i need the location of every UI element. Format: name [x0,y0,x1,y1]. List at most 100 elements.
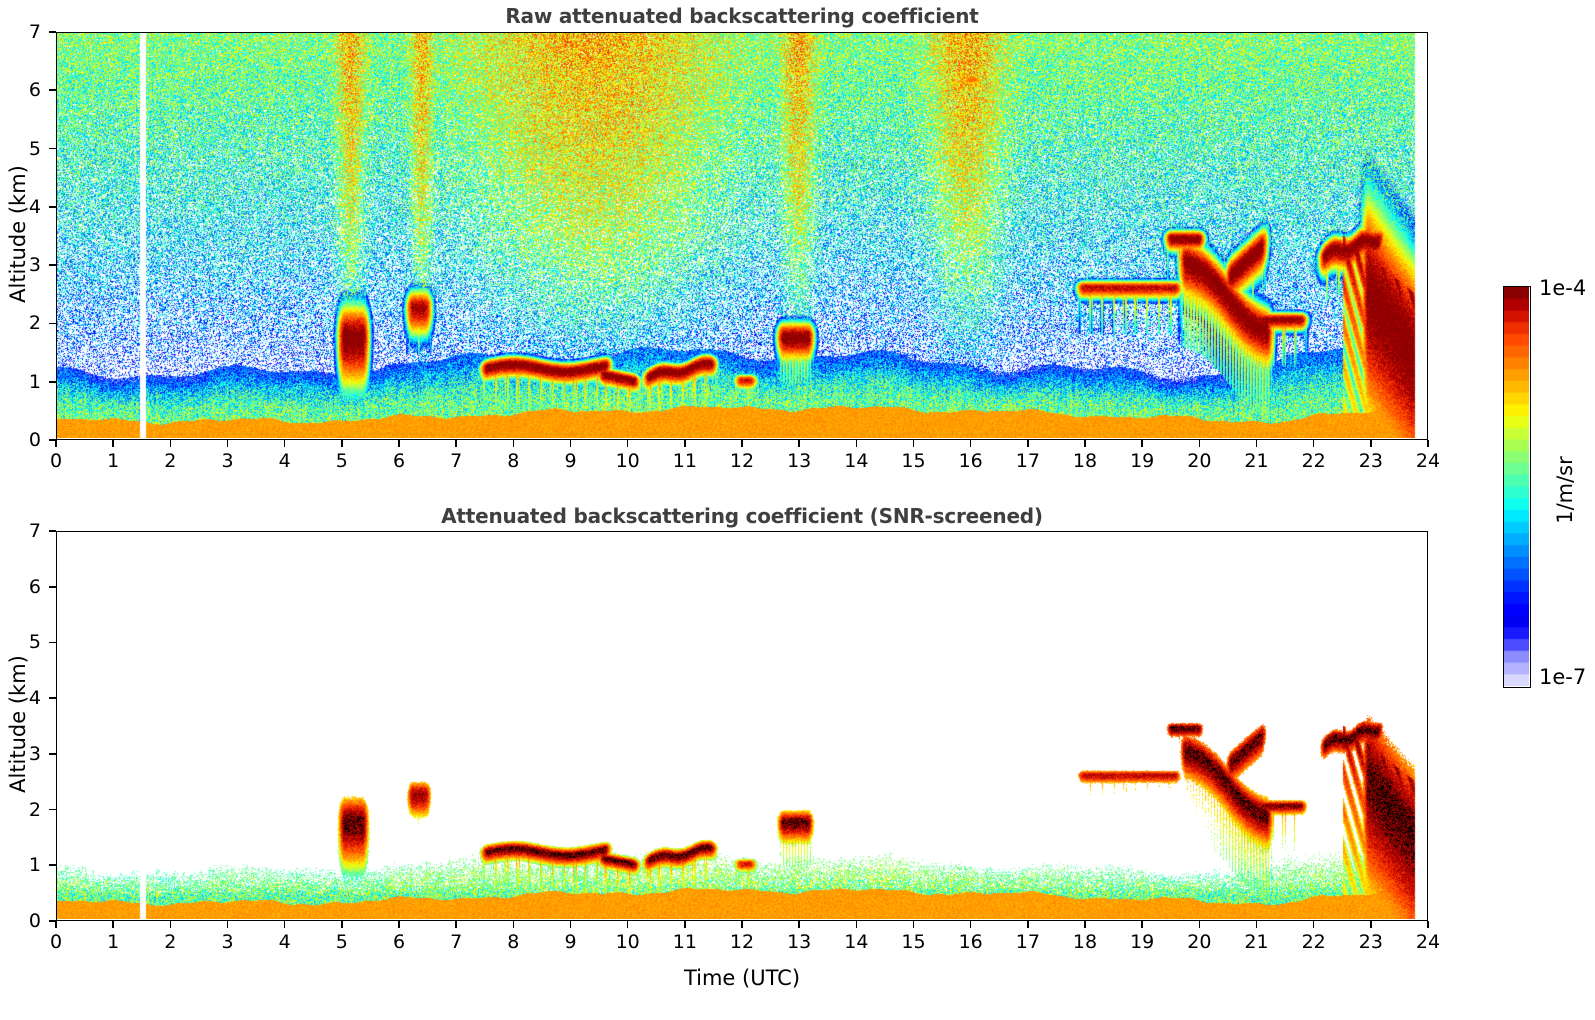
x-tick-label: 24 [1415,931,1441,953]
x-tick-label: 23 [1358,450,1383,472]
x-tick-label: 0 [49,931,63,953]
x-tick-label: 8 [507,450,520,472]
y-tick-label: 3 [28,254,41,277]
x-tick-label: 21 [1244,931,1269,953]
colorbar-min-label: 1e-7 [1539,665,1587,689]
x-tick-label: 15 [901,450,926,472]
panel-screened-title: Attenuated backscattering coefficient (S… [441,504,1043,528]
x-tick [112,921,114,928]
x-tick [226,921,229,928]
x-tick [455,921,457,928]
x-tick [912,921,915,928]
x-tick-label: 14 [844,931,869,953]
x-tick-label: 24 [1415,450,1441,472]
x-tick [1198,921,1201,928]
raw-heatmap-canvas [57,33,1426,438]
x-tick [684,921,686,928]
x-tick-label: 19 [1130,931,1155,953]
x-tick-label: 18 [1072,931,1098,953]
raw-ylabel: Altitude (km) [6,165,30,303]
x-tick [969,921,972,928]
x-tick-label: 2 [164,931,177,953]
x-tick-label: 6 [392,931,406,953]
y-tick [49,380,56,383]
x-tick [55,921,57,928]
screened-xlabel: Time (UTC) [683,966,801,990]
x-tick-label: 16 [958,931,983,953]
x-tick [912,440,915,447]
y-tick-label: 5 [28,137,41,160]
screened-plot-area [56,531,1428,921]
x-tick-label: 20 [1187,450,1212,472]
x-tick [226,440,229,447]
x-tick-label: 13 [787,450,812,472]
x-tick-label: 10 [615,450,640,472]
x-tick-label: 9 [564,931,577,953]
x-tick-label: 1 [107,450,120,472]
x-tick-label: 13 [787,931,812,953]
x-tick [969,440,972,447]
x-tick [626,921,629,928]
x-tick [1027,921,1029,928]
x-tick-label: 6 [392,450,406,472]
x-tick [1027,440,1029,447]
x-tick [398,440,400,447]
x-tick-label: 14 [844,450,869,472]
y-tick-label: 4 [28,687,41,710]
x-tick-label: 16 [958,450,983,472]
x-tick [55,440,57,447]
x-tick-label: 9 [564,450,577,472]
x-tick [1312,440,1315,447]
y-tick-label: 0 [28,910,41,932]
x-tick [1370,440,1372,447]
y-tick-label: 2 [28,798,41,821]
x-tick [1198,440,1201,447]
y-tick [49,439,56,441]
x-tick-label: 12 [729,450,755,472]
colorbar-unit-label: 1/m/sr [1553,456,1577,524]
x-tick [1427,921,1429,928]
x-tick [169,440,172,447]
x-tick-label: 3 [221,450,234,472]
y-tick [49,147,56,150]
x-tick [398,921,400,928]
y-tick [49,530,56,532]
y-tick-label: 1 [28,854,41,877]
x-tick [455,440,457,447]
x-tick [283,921,286,928]
y-tick [49,864,56,867]
y-tick-label: 7 [28,520,41,542]
y-tick-label: 0 [28,429,41,451]
x-tick [741,921,743,928]
x-tick-label: 15 [901,931,926,953]
x-tick-label: 2 [164,450,177,472]
x-tick-label: 3 [221,931,234,953]
x-tick-label: 5 [335,931,348,953]
y-tick [49,322,56,325]
x-tick-label: 8 [507,931,520,953]
y-tick [49,920,56,922]
x-tick-label: 10 [615,931,640,953]
x-tick-label: 21 [1244,450,1269,472]
y-tick-label: 7 [28,21,41,43]
y-tick-label: 3 [28,742,41,765]
x-tick-label: 7 [450,450,463,472]
x-tick [1141,921,1143,928]
x-tick-label: 11 [672,931,697,953]
x-tick [1084,921,1086,928]
x-tick [855,440,858,447]
x-tick-label: 17 [1015,450,1040,472]
x-tick [341,440,343,447]
x-tick [112,440,114,447]
y-tick [49,89,56,92]
x-tick-label: 23 [1358,931,1383,953]
x-tick-label: 11 [672,450,697,472]
y-tick [49,31,56,33]
y-tick [49,206,56,208]
x-tick-label: 18 [1072,450,1098,472]
colorbar-max-label: 1e-4 [1539,276,1587,300]
x-tick-label: 19 [1130,450,1155,472]
x-tick [1427,440,1429,447]
y-tick [49,585,56,588]
